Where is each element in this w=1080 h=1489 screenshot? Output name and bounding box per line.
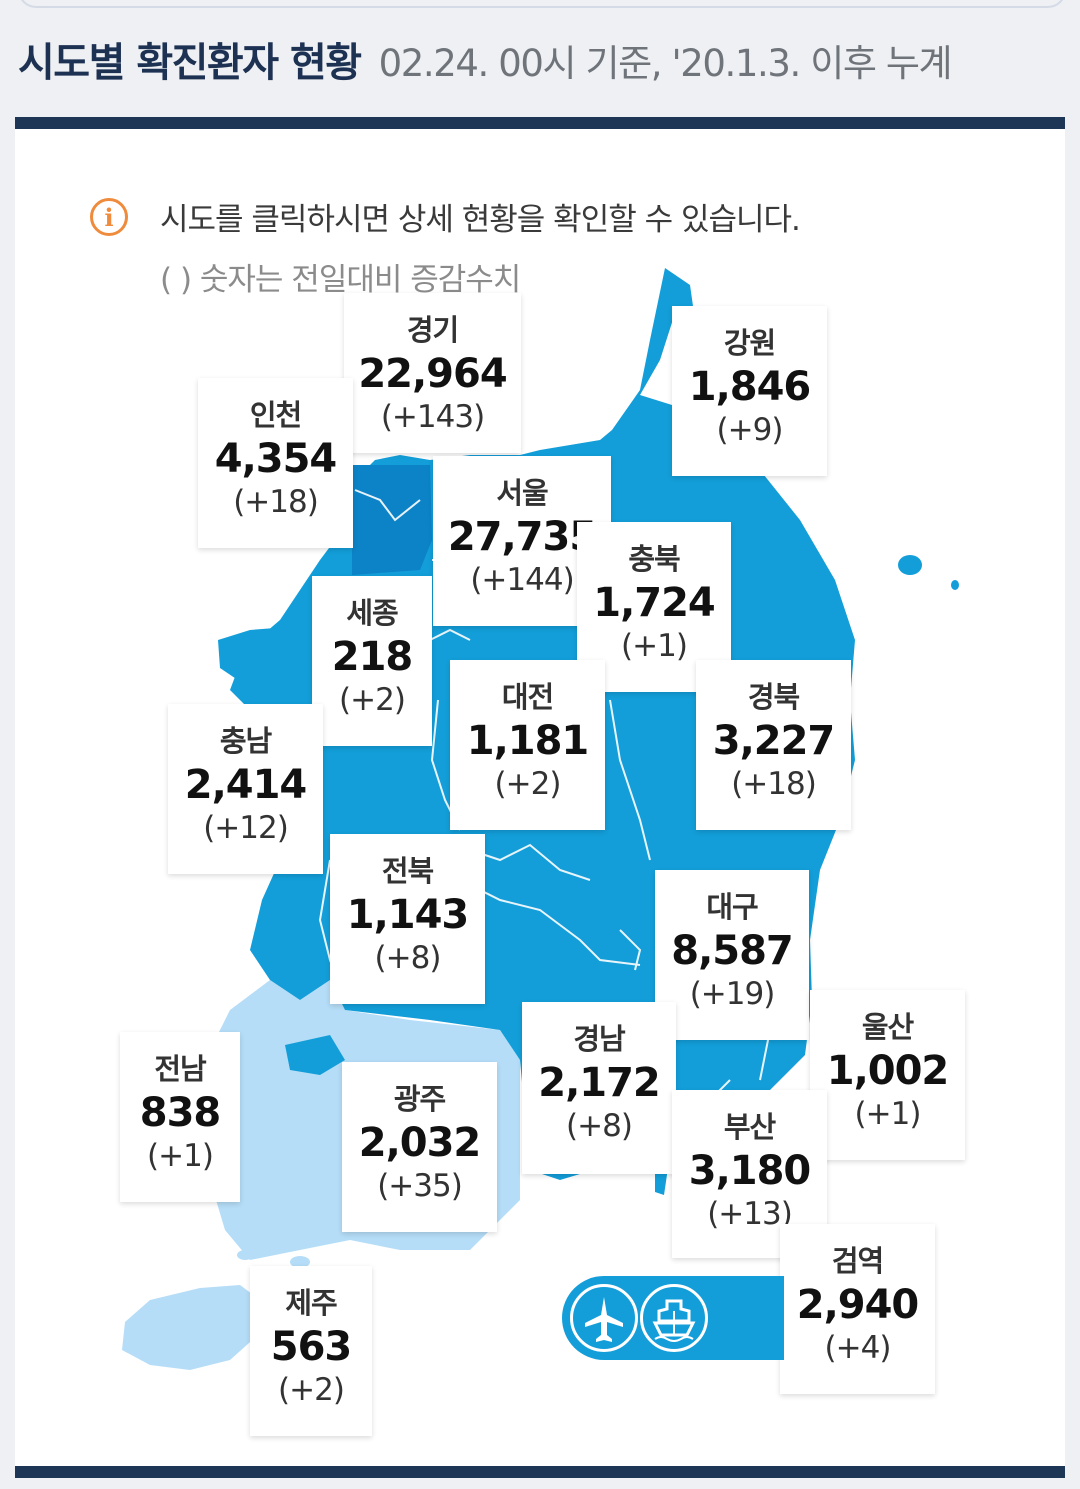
region-delta: (+2) [494,766,562,802]
page-subtitle: 02.24. 00시 기준, '20.1.3. 이후 누계 [378,42,953,85]
region-card-sejong[interactable]: 세종 218 (+2) [312,576,432,746]
map-island-jeju [122,1285,260,1370]
region-name: 경기 [406,313,459,347]
region-count: 2,414 [184,762,308,808]
region-delta: (+19) [689,976,776,1012]
region-delta: (+8) [374,940,442,976]
region-card-quarantine[interactable]: 검역 2,940 (+4) [780,1224,935,1394]
transport-pill [562,1276,784,1360]
region-delta: (+12) [203,810,289,846]
region-name: 대구 [706,890,758,924]
region-name: 경북 [747,680,800,714]
region-delta: (+35) [377,1168,463,1204]
region-delta: (+1) [854,1096,922,1132]
region-delta: (+4) [824,1330,892,1366]
region-count: 838 [139,1090,222,1136]
region-count: 2,172 [538,1060,661,1106]
region-delta: (+1) [147,1138,214,1174]
region-count: 3,227 [712,718,836,764]
region-count: 1,846 [688,364,812,410]
region-name: 전북 [381,854,434,888]
region-count: 1,143 [346,892,470,938]
region-name: 충남 [219,724,272,758]
region-card-jeonnam[interactable]: 전남 838 (+1) [120,1032,240,1202]
region-card-daegu[interactable]: 대구 8,587 (+19) [655,870,809,1040]
region-name: 울산 [861,1010,914,1044]
region-delta: (+144) [470,562,574,598]
region-card-chungnam[interactable]: 충남 2,414 (+12) [168,704,323,874]
region-count: 27,735 [447,514,597,560]
region-name: 전남 [154,1052,206,1086]
region-card-gyeongbuk[interactable]: 경북 3,227 (+18) [696,660,851,830]
notice-text: 시도를 클릭하시면 상세 현황을 확인할 수 있습니다. [160,202,801,238]
region-name: 대전 [501,680,554,714]
region-delta: (+8) [566,1108,633,1144]
region-delta: (+13) [707,1196,793,1232]
map-island-west [285,1035,345,1075]
region-card-gwangju[interactable]: 광주 2,032 (+35) [342,1062,497,1232]
region-delta: (+2) [278,1372,345,1408]
region-name: 부산 [723,1110,776,1144]
region-count: 1,002 [826,1048,950,1094]
region-count: 2,032 [358,1120,482,1166]
page-header: 시도별 확진환자 현황 02.24. 00시 기준, '20.1.3. 이후 누… [18,30,1078,100]
info-icon: i [90,198,128,236]
region-count: 22,964 [358,351,507,397]
region-card-daejeon[interactable]: 대전 1,181 (+2) [450,660,605,830]
region-count: 4,354 [214,436,338,482]
airplane-icon [570,1284,638,1352]
region-name: 제주 [285,1286,337,1320]
page-title: 시도별 확진환자 현황 [18,40,362,86]
region-name: 경남 [573,1022,625,1056]
region-delta: (+18) [731,766,817,802]
region-card-jeonbuk[interactable]: 전북 1,143 (+8) [330,834,485,1004]
region-count: 2,940 [796,1282,920,1328]
map-island-ulleung [898,555,922,575]
region-count: 8,587 [671,928,794,974]
region-count: 218 [331,634,414,680]
region-name: 검역 [831,1244,884,1278]
region-card-gangwon[interactable]: 강원 1,846 (+9) [672,306,827,476]
region-delta: (+143) [380,399,485,435]
footer-rule [15,1466,1065,1478]
region-count: 1,724 [593,580,716,626]
region-card-gyeonggi[interactable]: 경기 22,964 (+143) [344,293,521,453]
region-card-ulsan[interactable]: 울산 1,002 (+1) [810,990,965,1160]
region-count: 1,181 [466,718,590,764]
region-card-incheon[interactable]: 인천 4,354 (+18) [198,378,353,548]
map-island-dokdo [951,580,959,590]
region-delta: (+18) [233,484,319,520]
region-delta: (+2) [339,682,406,718]
region-name: 서울 [496,476,548,510]
ship-icon [640,1284,708,1352]
region-delta: (+1) [621,628,688,664]
map-region-incheon [352,465,432,575]
region-count: 563 [270,1324,353,1370]
region-card-jeju[interactable]: 제주 563 (+2) [250,1266,372,1436]
header-rule [15,117,1065,129]
region-name: 인천 [249,398,302,432]
region-name: 세종 [346,596,398,630]
region-delta: (+9) [716,412,784,448]
region-name: 강원 [723,326,776,360]
region-card-gyeongnam[interactable]: 경남 2,172 (+8) [522,1002,676,1174]
region-count: 3,180 [688,1148,812,1194]
map-region-taean [218,620,312,695]
region-name: 광주 [393,1082,446,1116]
notice-subtext: ( ) 숫자는 전일대비 증감수치 [160,262,521,298]
region-name: 충북 [628,542,680,576]
